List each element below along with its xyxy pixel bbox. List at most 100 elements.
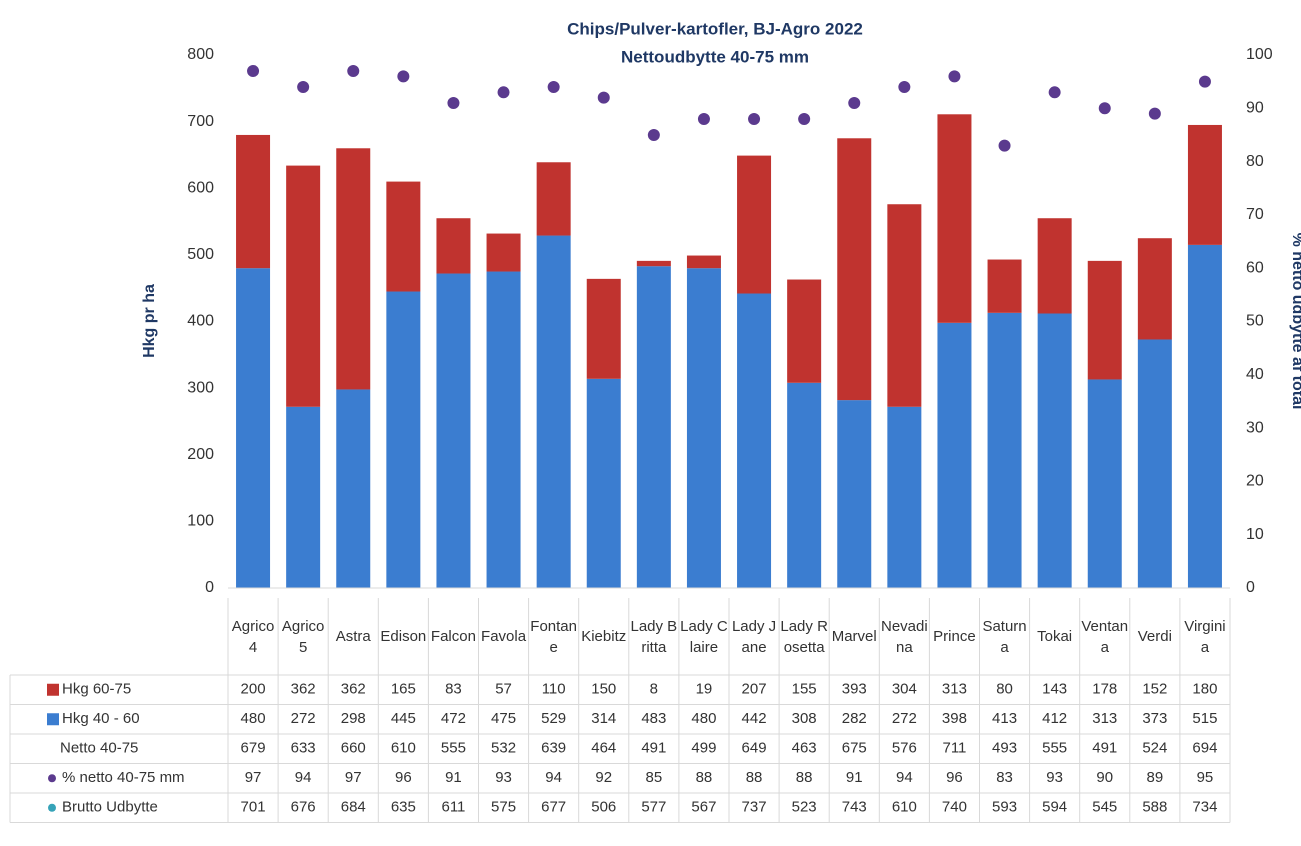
table-value: 94 — [896, 769, 913, 786]
table-value: 97 — [245, 769, 262, 786]
legend-label: Hkg 40 - 60 — [62, 710, 140, 727]
table-value: 8 — [650, 681, 658, 698]
marker — [746, 110, 763, 127]
table-value: 85 — [646, 769, 663, 786]
bar-segment — [486, 271, 521, 588]
table-value: 633 — [291, 740, 316, 757]
x-tick-label: Tokai — [1037, 628, 1073, 645]
bar-segment — [987, 259, 1022, 313]
x-tick-label: Falcon — [430, 628, 476, 645]
table-value: 373 — [1142, 710, 1167, 727]
table-value: 532 — [491, 740, 516, 757]
table-value: 94 — [545, 769, 562, 786]
table-value: 314 — [591, 710, 616, 727]
table-value: 304 — [892, 681, 917, 698]
legend-label: Hkg 60-75 — [62, 681, 131, 698]
table-value: 91 — [846, 769, 863, 786]
x-tick-label: Virginia — [1184, 617, 1226, 656]
table-value: 96 — [395, 769, 412, 786]
table-value: 523 — [792, 799, 817, 816]
y-tick-label: 500 — [187, 246, 214, 263]
category-cell: Edison — [380, 628, 426, 645]
y2-tick-label: 100 — [1246, 46, 1273, 63]
marker — [545, 78, 562, 95]
bar-segment — [436, 273, 471, 588]
bar-segment — [1037, 313, 1072, 588]
x-tick-label: Saturna — [982, 617, 1027, 656]
table-value: 94 — [295, 769, 312, 786]
x-tick-label: Lady Britta — [630, 617, 678, 656]
table-value: 180 — [1192, 681, 1217, 698]
y2-axis-label: % netto udbytte af total — [1289, 233, 1301, 410]
table-value: 694 — [1192, 740, 1217, 757]
y2-tick-label: 60 — [1246, 259, 1264, 276]
x-tick-label: Fontane — [530, 617, 577, 656]
table-value: 165 — [391, 681, 416, 698]
legend-key — [47, 683, 59, 696]
category-cell: Tokai — [1037, 628, 1073, 645]
marker — [1046, 84, 1063, 101]
bar-segment — [586, 278, 621, 379]
category-cell: Prince — [933, 628, 976, 645]
bar-segment — [686, 268, 721, 588]
legend-key — [47, 713, 59, 726]
bar-segment — [837, 138, 872, 401]
table-value: 676 — [291, 799, 316, 816]
category-cell: Agrico 5 — [282, 618, 325, 656]
table-value: 80 — [996, 681, 1013, 698]
table-value: 593 — [992, 799, 1017, 816]
marker — [245, 62, 262, 79]
table-value: 19 — [696, 681, 713, 698]
table-value: 475 — [491, 710, 516, 727]
x-tick-label: Verdi — [1137, 628, 1172, 645]
x-tick-label: Ventana — [1081, 617, 1129, 656]
table-value: 576 — [892, 740, 917, 757]
table-value: 529 — [541, 710, 566, 727]
table-value: 442 — [742, 710, 767, 727]
bar-segment — [1187, 124, 1222, 245]
y-tick-label: 700 — [187, 113, 214, 130]
table-value: 96 — [946, 769, 963, 786]
table-value: 472 — [441, 710, 466, 727]
category-cell: Kiebitz — [581, 628, 627, 645]
table-value: 93 — [495, 769, 512, 786]
bar-segment — [636, 260, 671, 267]
table-value: 155 — [792, 681, 817, 698]
x-tick-label: Astra — [335, 628, 371, 645]
table-value: 575 — [491, 799, 516, 816]
category-cell: Saturna — [982, 617, 1027, 656]
category-cell: Marvel — [832, 628, 877, 645]
table-value: 97 — [345, 769, 362, 786]
table-value: 711 — [942, 740, 966, 757]
bar-segment — [1137, 238, 1172, 340]
bar-segment — [636, 266, 671, 588]
table-value: 635 — [391, 799, 416, 816]
category-cell: Virginia — [1184, 617, 1226, 656]
bar-segment — [386, 291, 421, 588]
table-value: 92 — [595, 769, 612, 786]
bar-segment — [536, 162, 571, 236]
table-value: 83 — [445, 681, 462, 698]
table-value: 660 — [341, 740, 366, 757]
table-value: 684 — [341, 799, 366, 816]
bar-segment — [737, 293, 772, 588]
category-cell: Nevadina — [881, 618, 928, 656]
marker — [595, 89, 612, 106]
x-tick-label: Kiebitz — [581, 628, 627, 645]
y-tick-label: 600 — [187, 179, 214, 196]
table-value: 555 — [441, 740, 466, 757]
y2-tick-label: 10 — [1246, 526, 1264, 543]
x-tick-label: Agrico 4 — [231, 617, 275, 656]
x-tick-label: Lady Rosetta — [780, 617, 828, 656]
table-value: 362 — [341, 681, 366, 698]
bar-segment — [1087, 260, 1122, 380]
table-value: 737 — [742, 799, 767, 816]
legend-key — [48, 803, 56, 812]
y2-tick-label: 40 — [1246, 366, 1264, 383]
table-value: 398 — [942, 710, 967, 727]
table-value: 577 — [641, 799, 666, 816]
marker — [1196, 73, 1213, 90]
marker — [946, 68, 963, 85]
table-value: 272 — [291, 710, 316, 727]
